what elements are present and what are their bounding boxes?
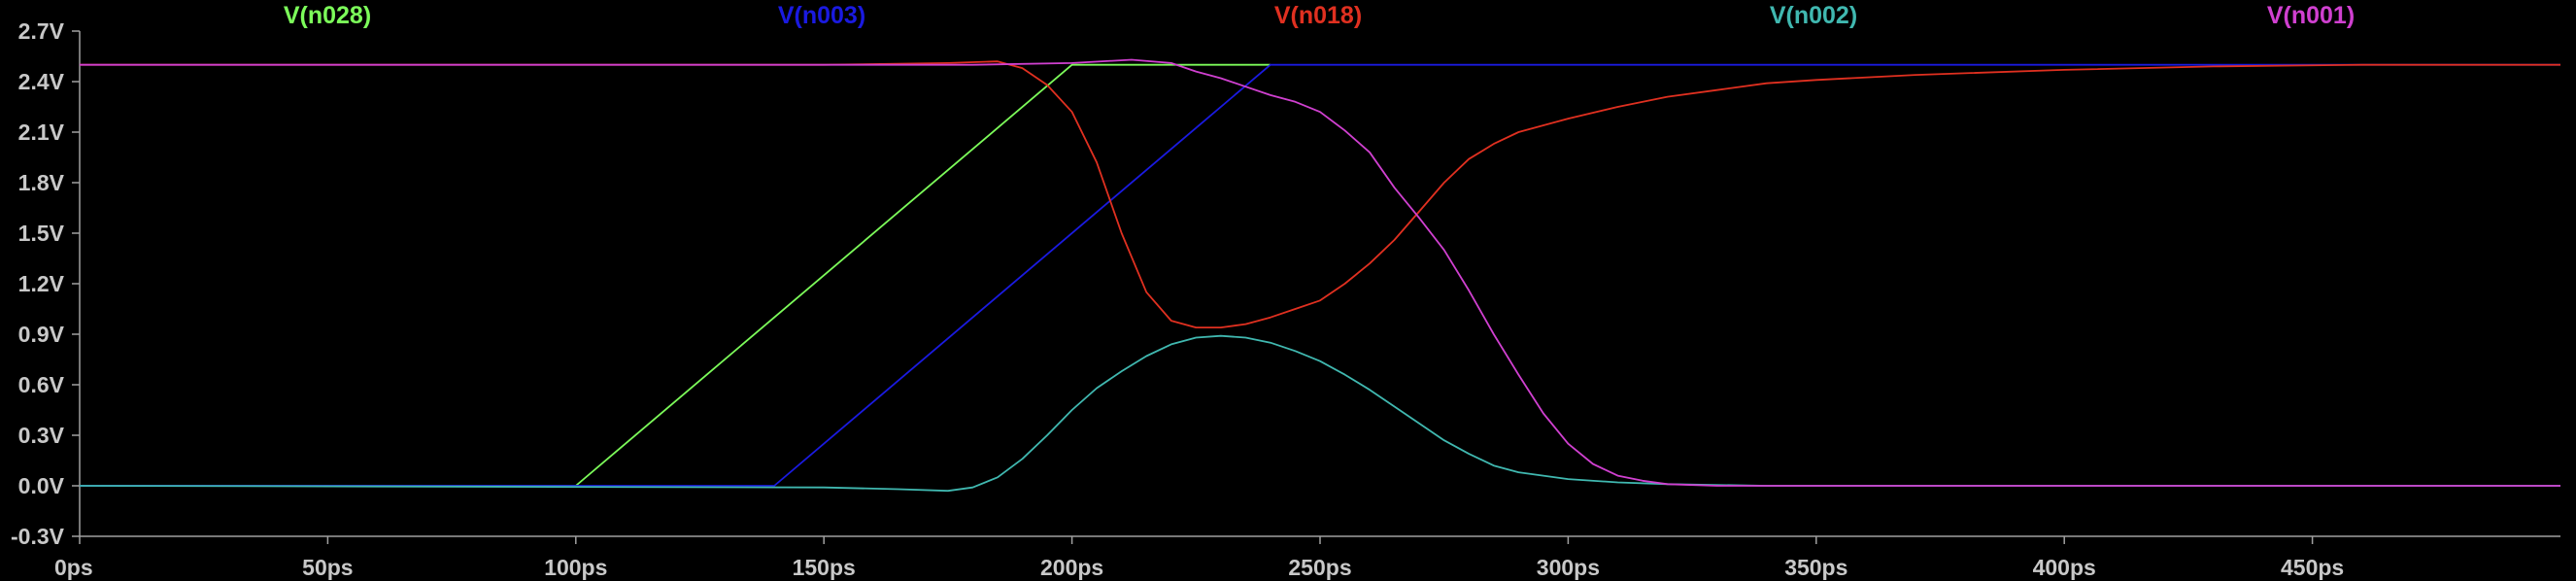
x-tick-label: 100ps [544,555,607,580]
x-tick-label: 450ps [2281,555,2344,580]
y-tick-label: 2.4V [18,69,65,94]
y-tick-label: 2.7V [18,18,65,44]
y-tick-label: -0.3V [11,524,65,549]
y-tick-label: 0.9V [18,322,65,347]
x-axis-ticks: 0ps 50ps 100ps 150ps 200ps 250ps 300ps 350ps 400… [54,536,2344,580]
y-tick-label: 0.3V [18,423,65,448]
legend: V(n028) V(n003) V(n018) V(n002) V(n001) [284,2,2355,29]
axes [79,31,2560,537]
series-line-v-n003 [80,63,2560,487]
y-tick-label: 0.6V [18,372,65,397]
y-tick-label: 1.8V [18,170,65,195]
x-tick-label: 50ps [302,555,353,580]
x-tick-label: 400ps [2033,555,2096,580]
x-tick-label: 250ps [1288,555,1351,580]
legend-label-n028: V(n028) [284,2,371,29]
y-tick-label: 0.0V [18,473,65,498]
series-line-v-n028 [80,63,1271,487]
y-tick-label: 1.5V [18,221,65,246]
series-line-v-n018 [80,60,2560,329]
series-line-v-n002 [79,334,2560,493]
y-tick-label: 2.1V [18,120,65,145]
y-axis-ticks: 2.7V 2.4V 2.1V 1.8V 1.5V 1.2V 0.9V 0.6V 0.3V 0.0V… [11,18,80,549]
x-tick-label: 350ps [1784,555,1847,580]
x-tick-label: 200ps [1040,555,1103,580]
legend-label-n001: V(n001) [2267,2,2355,29]
legend-label-n002: V(n002) [1770,2,1857,29]
x-tick-label: 300ps [1537,555,1600,580]
legend-label-n018: V(n018) [1274,2,1362,29]
x-tick-label: 150ps [793,555,856,580]
series-line-v-n001 [80,58,2560,487]
legend-label-n003: V(n003) [778,2,865,29]
y-tick-label: 1.2V [18,271,65,296]
series-layer [79,58,2560,493]
x-tick-label: 0ps [54,555,93,580]
